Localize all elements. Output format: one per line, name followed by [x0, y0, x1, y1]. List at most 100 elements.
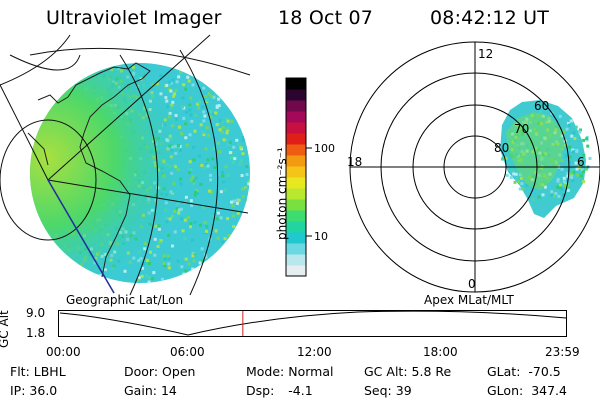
status-gain: Gain: 14 [124, 383, 177, 398]
door-value: Open [162, 364, 196, 379]
mlt-label-18: 18 [347, 155, 362, 169]
colorbar-stripe [286, 166, 306, 178]
speckle-dot [550, 190, 554, 194]
speckle-dot [543, 185, 547, 189]
mlt-label-6: 6 [577, 155, 585, 169]
timeline-xtick-0: 00:00 [46, 345, 81, 359]
speckle-dot [513, 180, 517, 184]
speckle-dot [560, 187, 564, 191]
speckle-dot [570, 176, 574, 180]
speckle-dot [569, 119, 573, 123]
image-time: 08:42:12 UT [430, 7, 550, 29]
mlt-label-12: 12 [478, 47, 493, 61]
speckle-dot [531, 197, 535, 201]
dsp-value: -4.1 [288, 383, 313, 398]
speckle-dot [560, 167, 564, 171]
lat-label-80: 80 [494, 141, 509, 155]
speckle-dot [573, 137, 577, 141]
speckle-dot [552, 194, 556, 198]
gcalt-label: GC Alt: [364, 364, 408, 379]
colorbar-tick-label-10: 10 [314, 230, 328, 243]
speckle-dot [556, 178, 560, 182]
timeline-ytick-top: 9.0 [26, 306, 46, 320]
colorbar-stripe [286, 133, 306, 145]
speckle-dot [571, 148, 575, 152]
speckle-dot [571, 178, 575, 182]
colorbar-stripe [286, 89, 306, 101]
speckle-dot [550, 193, 554, 197]
speckle-dot [249, 180, 250, 184]
speckle-dot [565, 154, 569, 158]
colorbar-label: photon cm⁻²s⁻¹ [275, 147, 289, 240]
status-flt: Flt: LBHL [10, 364, 66, 379]
speckle-dot [579, 162, 583, 166]
timeline-xtick-3: 18:00 [423, 345, 458, 359]
glat-value: -70.5 [528, 364, 561, 379]
speckle-dot [578, 128, 582, 132]
colorbar-stripe [286, 210, 306, 222]
seq-label: Seq: [364, 383, 392, 398]
door-label: Door: [124, 364, 159, 379]
speckle-dot [568, 160, 572, 164]
speckle-dot [563, 145, 567, 149]
speckle-dot [502, 156, 506, 160]
speckle-dot [585, 137, 589, 141]
colorbar-stripe [286, 254, 306, 266]
geographic-image-panel [0, 34, 251, 296]
mlt-label-0: 0 [468, 277, 476, 291]
speckle-dot [566, 174, 570, 178]
altitude-curve [59, 310, 567, 336]
timeline-plot [58, 310, 567, 337]
speckle-dot [582, 180, 586, 184]
speckle-dot [575, 149, 579, 153]
glon-value: 347.4 [531, 383, 567, 398]
speckle-dot [505, 173, 509, 177]
speckle-dot [566, 121, 570, 125]
speckle-dot [566, 172, 570, 176]
ip-label: IP: [10, 383, 26, 398]
dsp-label: Dsp: [246, 383, 275, 398]
speckle-dot [567, 123, 571, 127]
speckle-dot [578, 130, 582, 134]
speckle-dot [539, 110, 543, 114]
gain-label: Gain: [124, 383, 157, 398]
status-dsp: Dsp: -4.1 [246, 383, 313, 398]
status-mode: Mode: Normal [246, 364, 334, 379]
colorbar-stripe [286, 122, 306, 134]
polar-plot: 12 18 6 0 60 70 80 [347, 41, 600, 293]
geographic-label: Geographic Lat/Lon [66, 293, 184, 307]
status-glat: GLat: -70.5 [487, 364, 561, 379]
speckle-dot [580, 168, 584, 172]
speckle-dot [562, 180, 566, 184]
speckle-dot [514, 172, 518, 176]
speckle-dot [521, 187, 525, 191]
speckle-dot [562, 130, 566, 134]
speckle-dot [579, 174, 583, 178]
speckle-dot [575, 167, 579, 171]
speckle-dot [564, 143, 568, 147]
status-seq: Seq: 39 [364, 383, 412, 398]
glat-label: GLat: [487, 364, 521, 379]
speckle-dot [502, 149, 506, 153]
speckle-dot [560, 159, 564, 163]
gcalt-value: 5.8 Re [411, 364, 452, 379]
speckle-dot [554, 192, 558, 196]
speckle-dot [575, 173, 579, 177]
speckle-dot [562, 176, 566, 180]
timeline-xtick-2: 12:00 [297, 345, 332, 359]
speckle-dot [520, 182, 524, 186]
speckle-dot [537, 195, 541, 199]
geo-grid [0, 34, 251, 296]
speckle-dot [512, 172, 516, 176]
speckle-dot [504, 157, 508, 161]
speckle-dot [541, 193, 545, 197]
colorbar-stripe [286, 243, 306, 255]
instrument-title: Ultraviolet Imager [46, 7, 222, 29]
colorbar-stripe [286, 155, 306, 167]
ip-value: 36.0 [29, 383, 58, 398]
speckle-dot [565, 127, 569, 131]
colorbar-stripe [286, 177, 306, 189]
speckle-dot [236, 224, 240, 228]
seq-value: 39 [395, 383, 412, 398]
mode-label: Mode: [246, 364, 285, 379]
